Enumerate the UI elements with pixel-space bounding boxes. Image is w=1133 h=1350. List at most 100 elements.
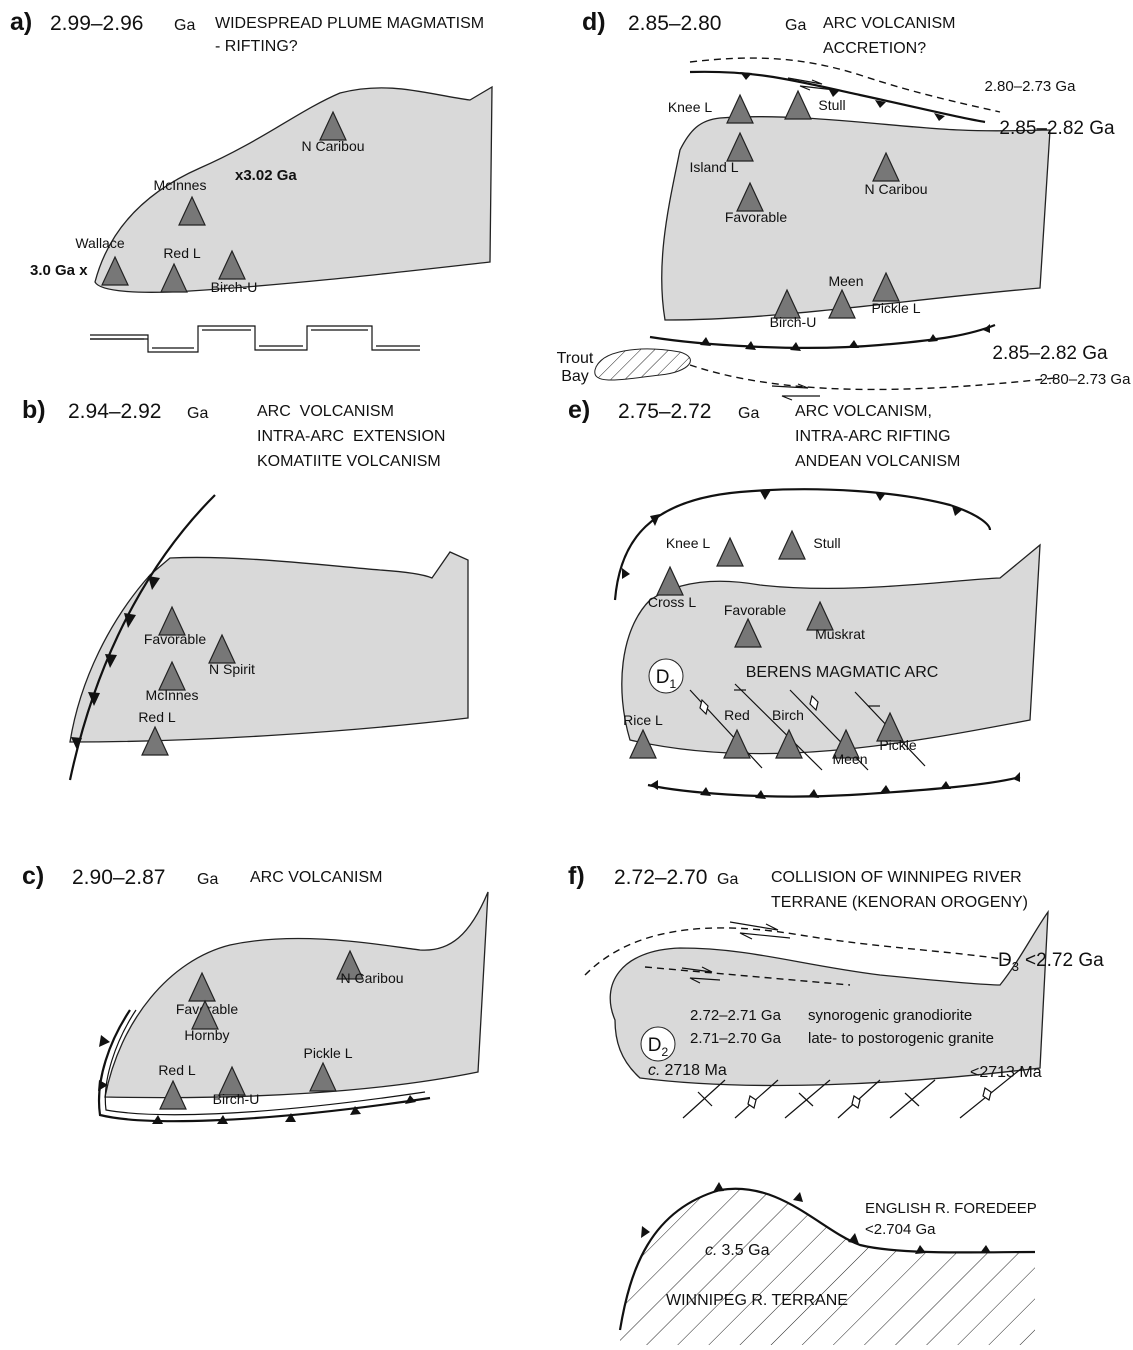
subduction-zone [104, 1009, 426, 1116]
volcano [806, 600, 834, 631]
site-label: N Caribou [864, 181, 927, 197]
craton [69, 551, 469, 743]
thrust [647, 775, 1021, 798]
teeth [98, 1035, 416, 1124]
deformation-circle [640, 1026, 676, 1062]
site-label: Red L [138, 709, 176, 725]
site-label: Pickle L [303, 1045, 352, 1061]
panel-title: ARC VOLCANISM [250, 869, 382, 886]
intrusion-text: synorogenic granodiorite [808, 1007, 972, 1024]
date: 3.5 Ga [721, 1242, 769, 1259]
volcano [141, 725, 169, 756]
age-unit: Ga [785, 17, 806, 34]
panel-letter: f) [568, 862, 585, 890]
annotation: 2.85–2.82 Ga [999, 118, 1115, 139]
volcano [191, 999, 219, 1030]
panel-title: ANDEAN VOLCANISM [795, 453, 960, 470]
site-label: Hornby [184, 1027, 229, 1043]
annotation: Bay [561, 368, 589, 385]
letter: D [656, 667, 670, 688]
fault [689, 364, 1056, 391]
age-range: 2.85–2.80 [628, 12, 721, 35]
volcano [773, 288, 801, 319]
panel-title: ACCRETION? [823, 40, 926, 57]
shear-arrow [681, 966, 721, 984]
site-label: N Caribou [301, 138, 364, 154]
site-label: Knee L [668, 99, 713, 115]
volcano [159, 1079, 187, 1110]
site-label: McInnes [146, 687, 199, 703]
age-range: 2.72–2.70 [614, 866, 707, 889]
site-label: Meen [828, 273, 863, 289]
date: 2718 Ma [664, 1062, 726, 1079]
volcano [178, 195, 206, 226]
volcano [736, 181, 764, 212]
panel-title: ARC VOLCANISM [823, 15, 955, 32]
site-label: Birch-U [211, 279, 258, 295]
site-label: N Spirit [209, 661, 255, 677]
approx-date: c. 2718 Ma [648, 1062, 727, 1079]
annotation: Trout [557, 350, 594, 367]
annotation: <2713 Ma [970, 1064, 1042, 1081]
panel-title: WIDESPREAD PLUME MAGMATISM [215, 15, 484, 32]
thrust [613, 488, 992, 601]
volcano [723, 728, 751, 759]
annotation: 2.80–2.73 Ga [985, 78, 1077, 95]
age-range: 2.75–2.72 [618, 400, 711, 423]
intrusion-text: late- to postorogenic granite [808, 1030, 994, 1047]
annotation: ENGLISH R. FOREDEEP [865, 1200, 1037, 1217]
panel-letter: b) [22, 396, 46, 424]
circa: c. [705, 1242, 717, 1259]
site-label: Knee L [666, 535, 711, 551]
panel-letter: e) [568, 396, 590, 424]
volcano [158, 605, 186, 636]
subscript: 3 [1012, 959, 1019, 974]
panel-title: ARC VOLCANISM, [795, 403, 932, 420]
intrusion-text: 2.71–2.70 Ga [690, 1030, 782, 1047]
site-label: Red L [163, 245, 201, 261]
site-label: Red L [158, 1062, 196, 1078]
age-unit: Ga [174, 17, 195, 34]
volcano [188, 971, 216, 1002]
age: <2.72 Ga [1025, 950, 1104, 971]
age-unit: Ga [717, 871, 738, 888]
deformation-label: D2 [648, 1035, 669, 1059]
volcano [872, 151, 900, 182]
site-label: Birch-U [213, 1091, 260, 1107]
fault [584, 927, 1011, 976]
subscript: 2 [661, 1045, 668, 1059]
volcano [828, 288, 856, 319]
site-label: Favorable [725, 209, 787, 225]
age-range: 2.90–2.87 [72, 866, 165, 889]
site-label: Favorable [724, 602, 786, 618]
age-unit: Ga [197, 871, 218, 888]
teeth [740, 72, 945, 121]
annotation: 2.85–2.82 Ga [992, 343, 1108, 364]
approx-date: c. 3.5 Ga [705, 1242, 770, 1259]
teeth [641, 1182, 991, 1254]
subduction-zone [68, 494, 216, 781]
volcano [656, 565, 684, 596]
volcano [832, 728, 860, 759]
craton [94, 85, 493, 293]
site-label: Stull [813, 535, 840, 551]
craton [609, 909, 1049, 1087]
volcano [309, 1061, 337, 1092]
teeth [700, 324, 990, 351]
volcano [716, 536, 744, 567]
intrusion-text: 2.72–2.71 Ga [690, 1007, 782, 1024]
annotation: x3.02 Ga [235, 167, 297, 184]
panel-letter: d) [582, 8, 606, 36]
site-label: Pickle L [871, 300, 920, 316]
deformation-label: D1 [656, 667, 677, 691]
thrust [618, 1187, 1036, 1331]
volcano [876, 711, 904, 742]
volcano [726, 93, 754, 124]
ridge [90, 325, 420, 353]
site-label: Red [724, 707, 750, 723]
volcano [218, 249, 246, 280]
subscript: 1 [669, 677, 676, 691]
shear-arrow [771, 383, 820, 401]
volcano [160, 262, 188, 293]
